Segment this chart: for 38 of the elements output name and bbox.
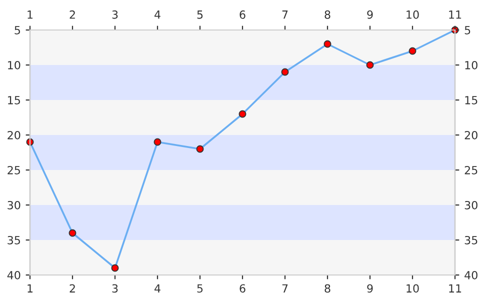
y-tick-label: 35 — [8, 236, 20, 244]
x-tick-label: 1 — [28, 284, 33, 292]
x-tick-label: 2 — [70, 284, 75, 292]
x2-tick-label: 7 — [282, 10, 288, 19]
x-tick-label: 10 — [406, 284, 419, 293]
y2-tick-label: 35 — [464, 236, 478, 244]
y-tick-label: 25 — [8, 166, 20, 174]
x-tick-label: 11 — [449, 284, 462, 292]
y2-tick-label: 25 — [464, 166, 478, 174]
x-tick-label: 8 — [324, 284, 330, 293]
y2-tick-label: 20 — [464, 130, 478, 140]
x-tick-label: 9 — [367, 284, 373, 293]
x-tick-label: 5 — [197, 284, 203, 293]
y-tick-label: 30 — [8, 200, 20, 210]
y2-tick-label: 10 — [465, 60, 478, 70]
x2-tick-label: 4 — [154, 10, 160, 19]
x-tick-label: 6 — [240, 284, 246, 293]
x2-tick-label: 2 — [70, 10, 75, 19]
x2-tick-label: 10 — [406, 10, 419, 19]
y2-tick-label: 5 — [464, 26, 470, 34]
x2-tick-label: 6 — [240, 10, 246, 19]
x-tick-label: 7 — [282, 284, 288, 292]
x2-tick-label: 3 — [112, 10, 118, 19]
x2-tick-label: 9 — [367, 10, 373, 19]
y2-tick-label: 40 — [464, 270, 478, 280]
x-tick-label: 4 — [154, 284, 160, 292]
x2-tick-label: 8 — [324, 10, 330, 19]
x-tick-label: 3 — [112, 284, 118, 293]
y-tick-label: 5 — [14, 26, 20, 34]
x2-tick-label: 1 — [28, 10, 33, 19]
y-tick-label: 40 — [7, 270, 20, 280]
x2-tick-label: 5 — [197, 10, 203, 19]
y2-tick-label: 15 — [465, 96, 478, 104]
y2-tick-label: 30 — [464, 200, 478, 210]
y-tick-label: 15 — [8, 96, 20, 104]
y-tick-label: 10 — [8, 60, 20, 70]
y-tick-label: 20 — [8, 130, 20, 140]
x2-tick-label: 11 — [449, 10, 462, 19]
